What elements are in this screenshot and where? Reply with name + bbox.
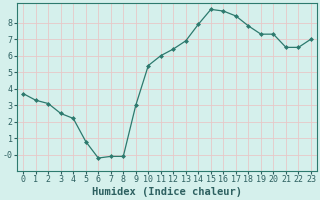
X-axis label: Humidex (Indice chaleur): Humidex (Indice chaleur) — [92, 187, 242, 197]
